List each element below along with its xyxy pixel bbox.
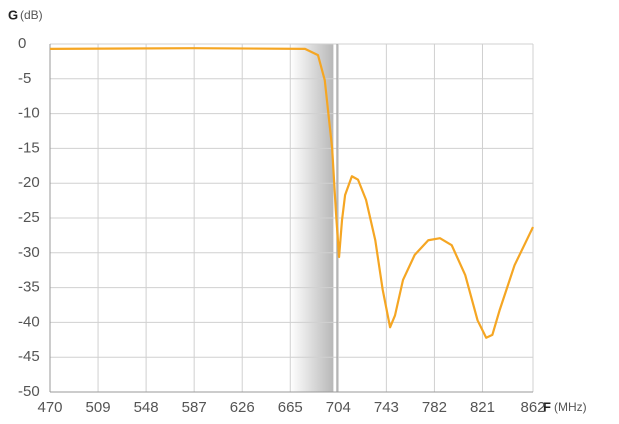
x-tick-label: 862: [520, 399, 545, 416]
x-axis-unit: (MHz): [554, 400, 587, 414]
y-tick-label: -20: [18, 174, 40, 191]
x-tick-label: 743: [374, 399, 399, 416]
x-tick-label: 548: [134, 399, 159, 416]
x-tick-label: 704: [326, 399, 351, 416]
x-tick-label: 470: [37, 399, 62, 416]
y-tick-label: -50: [18, 383, 40, 400]
y-tick-label: -15: [18, 139, 40, 156]
y-tick-label: 0: [18, 35, 26, 52]
response-curve: [49, 47, 534, 339]
x-tick-label: 587: [182, 399, 207, 416]
x-tick-label: 626: [230, 399, 255, 416]
y-tick-label: -45: [18, 348, 40, 365]
x-tick-label: 782: [422, 399, 447, 416]
y-tick-label: -30: [18, 244, 40, 261]
x-tick-label: 509: [86, 399, 111, 416]
y-tick-label: -25: [18, 209, 40, 226]
y-tick-label: -40: [18, 313, 40, 330]
x-axis-label: F: [543, 399, 551, 414]
y-tick-label: -35: [18, 279, 40, 296]
y-tick-label: -10: [18, 105, 40, 122]
y-axis-unit: (dB): [20, 8, 43, 22]
y-axis-label: G: [8, 7, 18, 22]
x-tick-label: 665: [278, 399, 303, 416]
y-tick-label: -5: [18, 70, 31, 87]
x-tick-label: 821: [470, 399, 495, 416]
